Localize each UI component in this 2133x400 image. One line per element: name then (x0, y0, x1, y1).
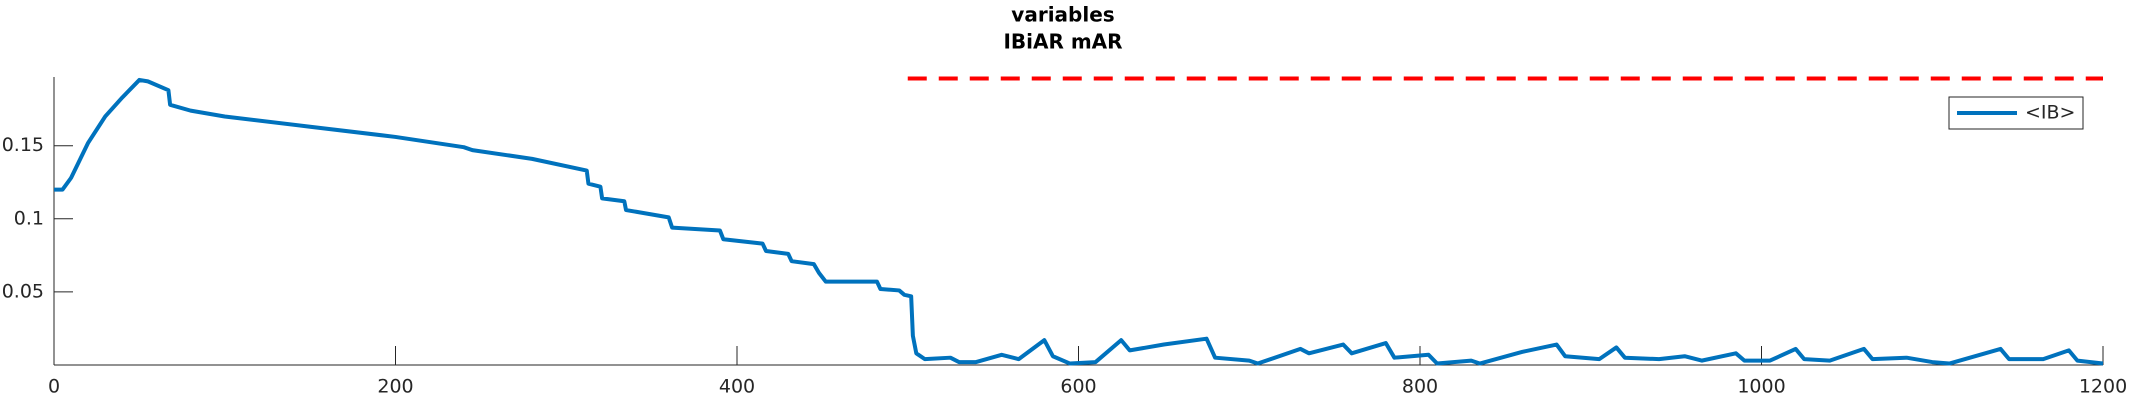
y-tick-label: 0.15 (2, 134, 44, 156)
x-tick-label: 600 (1060, 376, 1096, 398)
x-tick-label: 800 (1402, 376, 1438, 398)
chart-subtitle: IBiAR mAR (1003, 30, 1122, 54)
x-tick-label: 400 (719, 376, 755, 398)
y-tick-label: 0.1 (14, 207, 44, 229)
legend-label: <IB> (2025, 102, 2075, 124)
x-tick-label: 1000 (1737, 376, 1785, 398)
chart-title: variables (1011, 3, 1114, 27)
x-tick-label: 1200 (2079, 376, 2127, 398)
x-tick-label: 0 (48, 376, 60, 398)
x-tick-label: 200 (377, 376, 413, 398)
series-line (54, 77, 2104, 366)
y-tick-label: 0.05 (2, 280, 44, 302)
